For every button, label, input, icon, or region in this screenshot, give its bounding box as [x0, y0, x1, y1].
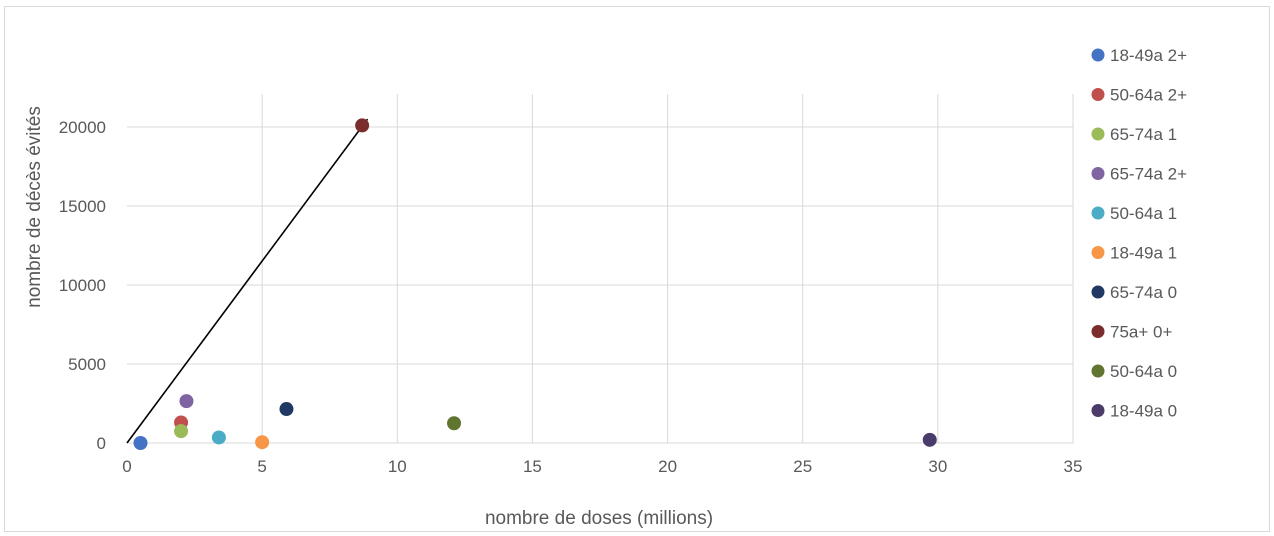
y-tick-label: 5000: [68, 355, 106, 374]
legend-marker: [1091, 127, 1105, 141]
x-tick-label: 0: [122, 457, 131, 476]
y-axis-title: nombre de décès évités: [24, 106, 45, 308]
tick-labels: 0 5 10 15 20 25 30 35 0 5000 10000 15000 20000: [59, 118, 1083, 476]
x-tick-label: 5: [257, 457, 266, 476]
x-axis-title: nombre de doses (millions): [485, 508, 713, 529]
data-point: [133, 436, 148, 450]
legend-label: 18-49a 1: [1110, 244, 1177, 263]
data-point: [279, 402, 294, 417]
reference-line-layer: [126, 118, 369, 444]
data-points: [133, 118, 937, 450]
legend-marker: [1091, 404, 1105, 417]
legend-label: 50-64a 0: [1110, 362, 1177, 381]
legend-label: 50-64a 2+: [1110, 86, 1187, 105]
legend-label: 18-49a 0: [1110, 402, 1177, 421]
legend-marker: [1091, 167, 1105, 180]
data-point: [447, 416, 462, 431]
data-point: [179, 394, 194, 409]
gridlines: [127, 94, 1074, 444]
x-tick-label: 10: [388, 457, 407, 476]
legend-marker: [1091, 246, 1105, 259]
data-point: [922, 432, 937, 447]
data-point: [211, 430, 226, 445]
x-tick-label: 30: [928, 457, 947, 476]
data-point: [174, 424, 189, 439]
x-tick-label: 20: [658, 457, 677, 476]
y-tick-label: 0: [97, 434, 106, 453]
legend-label: 50-64a 1: [1110, 204, 1177, 223]
legend-marker: [1091, 364, 1105, 378]
x-tick-label: 15: [523, 457, 542, 476]
legend-marker: [1091, 88, 1105, 101]
legend-label: 65-74a 1: [1110, 125, 1177, 144]
reference-line: [126, 118, 369, 444]
x-tick-label: 25: [793, 457, 812, 476]
data-point: [255, 435, 270, 450]
legend: 18-49a 2+ 50-64a 2+ 65-74a 1 65-74a 2+ 50-64…: [1091, 46, 1187, 421]
y-tick-label: 15000: [59, 197, 106, 216]
legend-label: 65-74a 2+: [1110, 165, 1187, 184]
legend-label: 18-49a 2+: [1110, 46, 1187, 65]
legend-marker: [1091, 285, 1105, 299]
data-point: [355, 118, 370, 133]
x-tick-label: 35: [1064, 457, 1083, 476]
legend-label: 75a+ 0+: [1110, 323, 1172, 342]
legend-marker: [1091, 48, 1105, 62]
legend-marker: [1091, 206, 1105, 220]
legend-marker: [1091, 325, 1105, 338]
chart-frame: [4, 6, 1270, 532]
legend-label: 65-74a 0: [1110, 283, 1177, 302]
y-tick-label: 20000: [59, 118, 106, 137]
y-tick-label: 10000: [59, 276, 106, 295]
